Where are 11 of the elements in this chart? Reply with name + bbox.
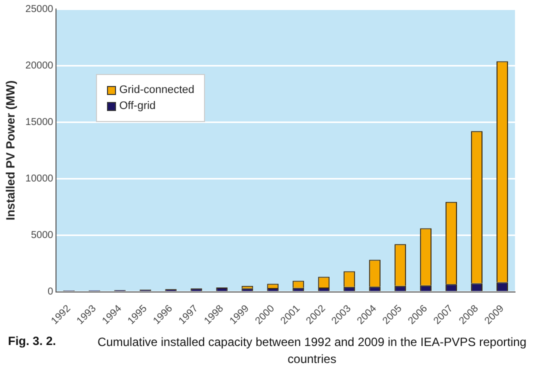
legend-label: Grid-connected <box>119 84 194 96</box>
y-tick-label: 25000 <box>25 4 54 15</box>
y-tick-label: 10000 <box>25 173 54 184</box>
text: Cumulative installed capacity between 1992 and 2009 in the IEA-PVPS reporting countries <box>96 334 528 368</box>
y-tick-label: 15000 <box>25 116 54 128</box>
text: Fig. 3. 2. <box>8 334 56 348</box>
y-tick-label: 5000 <box>30 230 54 241</box>
y-axis-title: Installed PV Power (MW) <box>4 80 18 220</box>
y-tick-label: 20000 <box>25 60 54 72</box>
legend-label: Off-grid <box>119 100 156 112</box>
y-tick-label: 0 <box>48 286 54 298</box>
